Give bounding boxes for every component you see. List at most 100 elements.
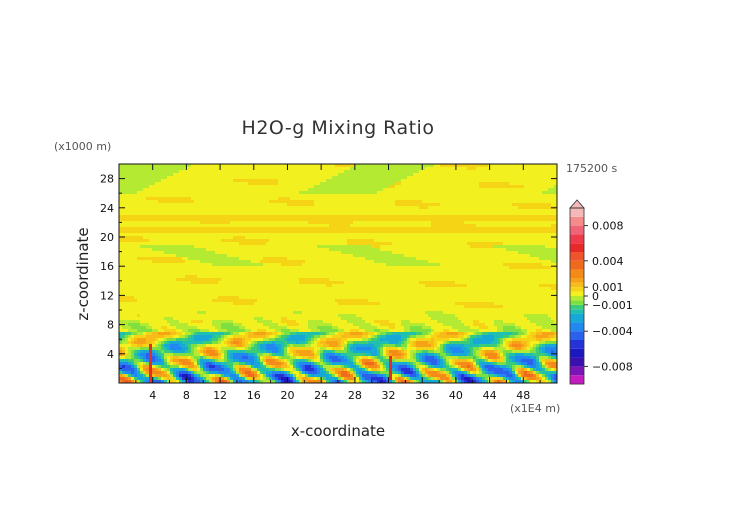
heatmap-cell bbox=[434, 254, 438, 258]
heatmap-cell bbox=[446, 164, 450, 168]
heatmap-cell bbox=[482, 170, 486, 174]
heatmap-cell bbox=[443, 203, 447, 207]
heatmap-cell bbox=[383, 188, 387, 192]
heatmap-cell bbox=[401, 170, 405, 174]
heatmap-cell bbox=[365, 233, 369, 237]
heatmap-cell bbox=[533, 239, 537, 243]
heatmap-cell bbox=[239, 185, 243, 189]
heatmap-cell bbox=[512, 191, 516, 195]
heatmap-cell bbox=[467, 242, 471, 246]
heatmap-cell bbox=[287, 170, 291, 174]
heatmap-cell bbox=[254, 239, 258, 243]
heatmap-cell bbox=[410, 170, 414, 174]
heatmap-cell bbox=[176, 221, 180, 225]
heatmap-cell bbox=[248, 254, 252, 258]
heatmap-cell bbox=[368, 221, 372, 225]
heatmap-cell bbox=[164, 257, 168, 261]
heatmap-cell bbox=[440, 194, 444, 198]
heatmap-cell bbox=[239, 245, 243, 249]
heatmap-cell bbox=[239, 239, 243, 243]
heatmap-cell bbox=[230, 239, 234, 243]
heatmap-cell bbox=[194, 239, 198, 243]
heatmap-cell bbox=[263, 251, 267, 255]
heatmap-cell bbox=[323, 173, 327, 177]
heatmap-cell bbox=[413, 191, 417, 195]
heatmap-cell bbox=[305, 173, 309, 177]
heatmap-cell bbox=[284, 251, 288, 255]
heatmap-cell bbox=[452, 236, 456, 240]
heatmap-cell bbox=[173, 263, 177, 267]
heatmap-cell bbox=[323, 176, 327, 180]
heatmap-cell bbox=[521, 212, 525, 216]
heatmap-cell bbox=[278, 218, 282, 222]
heatmap-cell bbox=[344, 188, 348, 192]
heatmap-cell bbox=[365, 248, 369, 252]
heatmap-cell bbox=[224, 200, 228, 204]
heatmap-cell bbox=[335, 251, 339, 255]
heatmap-cell bbox=[140, 266, 144, 270]
heatmap-cell bbox=[221, 224, 225, 228]
heatmap-cell bbox=[329, 239, 333, 243]
heatmap-cell bbox=[488, 197, 492, 201]
heatmap-cell bbox=[248, 170, 252, 174]
heatmap-cell bbox=[368, 191, 372, 195]
heatmap-cell bbox=[167, 212, 171, 216]
heatmap-cell bbox=[146, 245, 150, 249]
heatmap-cell bbox=[485, 167, 489, 171]
heatmap-cell bbox=[446, 221, 450, 225]
heatmap-cell bbox=[452, 227, 456, 231]
heatmap-cell bbox=[545, 215, 549, 219]
heatmap-cell bbox=[377, 230, 381, 234]
heatmap-cell bbox=[173, 218, 177, 222]
heatmap-cell bbox=[479, 233, 483, 237]
heatmap-cell bbox=[443, 167, 447, 171]
heatmap-cell bbox=[206, 230, 210, 234]
heatmap-cell bbox=[293, 209, 297, 213]
heatmap-cell bbox=[323, 185, 327, 189]
heatmap-cell bbox=[407, 197, 411, 201]
heatmap-cell bbox=[437, 191, 441, 195]
heatmap-cell bbox=[221, 182, 225, 186]
heatmap-cell bbox=[167, 257, 171, 261]
heatmap-cell bbox=[530, 248, 534, 252]
heatmap-cell bbox=[269, 248, 273, 252]
heatmap-cell bbox=[500, 260, 504, 264]
heatmap-cell bbox=[137, 164, 141, 168]
heatmap-cell bbox=[398, 233, 402, 237]
heatmap-cell bbox=[281, 209, 285, 213]
heatmap-cell bbox=[200, 230, 204, 234]
heatmap-cell bbox=[287, 224, 291, 228]
heatmap-cell bbox=[182, 266, 186, 270]
heatmap-cell bbox=[227, 185, 231, 189]
heatmap-cell bbox=[122, 212, 126, 216]
heatmap-cell bbox=[227, 218, 231, 222]
heatmap-cell bbox=[320, 188, 324, 192]
heatmap-cell bbox=[398, 251, 402, 255]
heatmap-cell bbox=[503, 164, 507, 168]
heatmap-cell bbox=[416, 212, 420, 216]
heatmap-cell bbox=[542, 245, 546, 249]
heatmap-cell bbox=[125, 215, 129, 219]
heatmap-cell bbox=[545, 188, 549, 192]
heatmap-cell bbox=[497, 233, 501, 237]
heatmap-cell bbox=[287, 173, 291, 177]
heatmap-cell bbox=[182, 251, 186, 255]
heatmap-cell bbox=[494, 221, 498, 225]
heatmap-cell bbox=[539, 233, 543, 237]
heatmap-cell bbox=[332, 245, 336, 249]
heatmap-cell bbox=[305, 185, 309, 189]
heatmap-cell bbox=[359, 254, 363, 258]
heatmap-cell bbox=[299, 245, 303, 249]
heatmap-cell bbox=[218, 194, 222, 198]
heatmap-cell bbox=[383, 182, 387, 186]
heatmap-cell bbox=[284, 167, 288, 171]
heatmap-cell bbox=[191, 248, 195, 252]
heatmap-cell bbox=[452, 233, 456, 237]
heatmap-cell bbox=[473, 242, 477, 246]
heatmap-cell bbox=[365, 167, 369, 171]
heatmap-cell bbox=[530, 203, 534, 207]
heatmap-cell bbox=[371, 209, 375, 213]
heatmap-cell bbox=[212, 203, 216, 207]
heatmap-cell bbox=[317, 167, 321, 171]
heatmap-cell bbox=[425, 227, 429, 231]
